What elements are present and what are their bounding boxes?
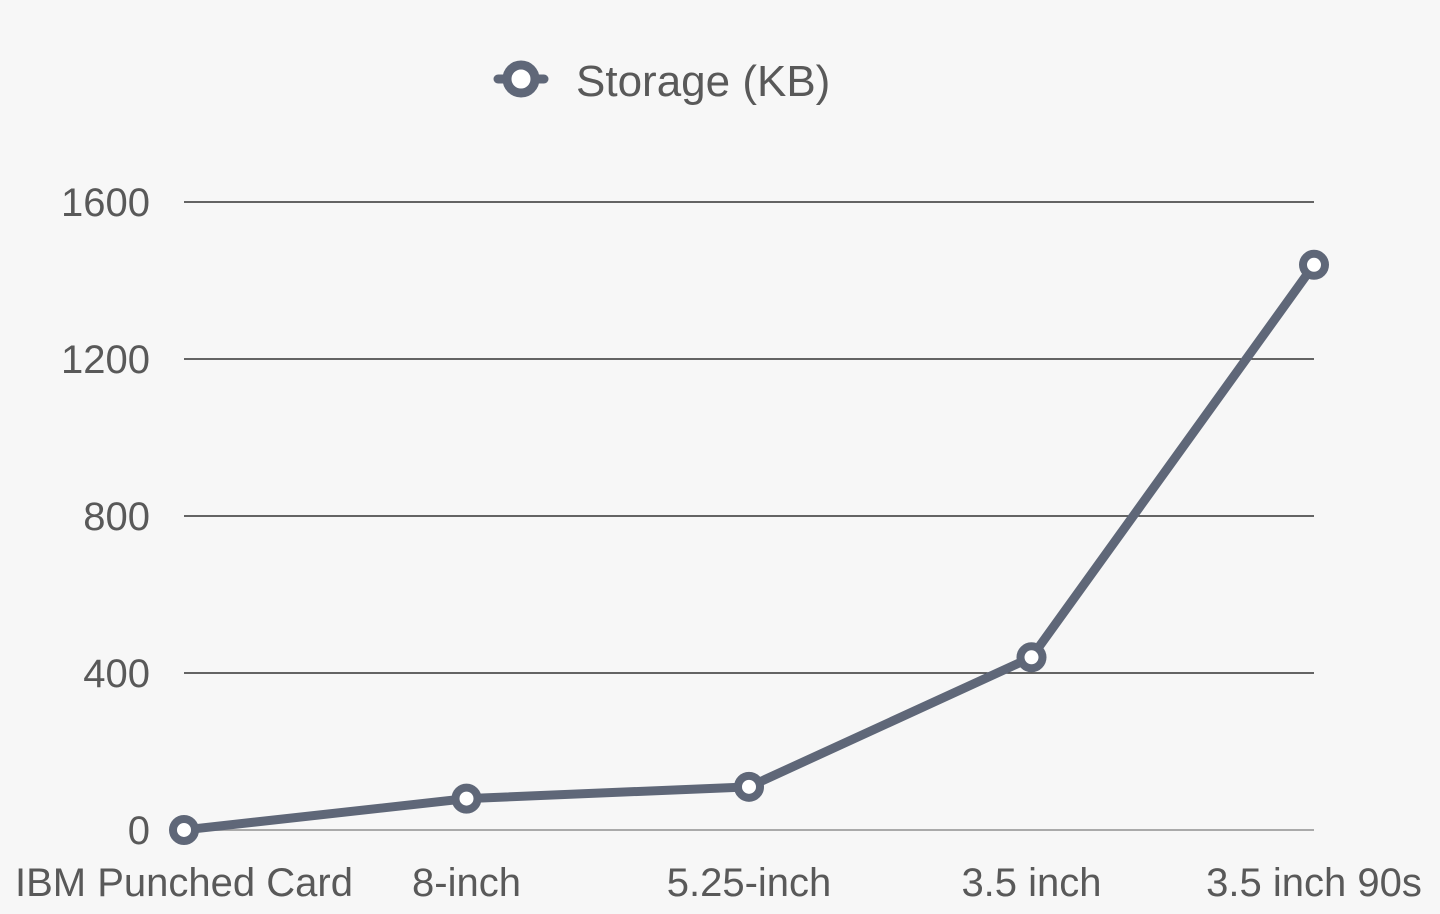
data-point — [1299, 249, 1329, 280]
x-tick-label: 3.5 inch 90s — [1206, 861, 1422, 905]
data-point — [451, 783, 482, 814]
data-point — [734, 771, 764, 802]
legend-marker — [502, 60, 540, 98]
x-axis: IBM Punched Card 8-inch 5.25-inch 3.5 inch 3… — [15, 861, 1422, 905]
y-axis: 0 400 800 1200 1600 — [61, 181, 150, 853]
y-tick-label: 0 — [128, 809, 150, 853]
y-tick-label: 800 — [83, 495, 150, 539]
grid-lines — [184, 201, 1314, 831]
y-tick-label: 1600 — [61, 181, 150, 225]
x-tick-label: 3.5 inch — [961, 861, 1101, 905]
x-tick-label: 8-inch — [412, 861, 521, 905]
chart-legend: Storage (KB) — [493, 57, 830, 106]
x-tick-label: IBM Punched Card — [15, 861, 353, 905]
y-tick-label: 1200 — [61, 338, 150, 382]
y-tick-label: 400 — [83, 652, 150, 696]
x-tick-label: 5.25-inch — [667, 861, 832, 905]
legend-label: Storage (KB) — [576, 57, 830, 106]
data-point — [1016, 642, 1047, 673]
data-point — [169, 814, 199, 845]
series-group — [169, 249, 1329, 845]
series-line — [179, 260, 1319, 835]
